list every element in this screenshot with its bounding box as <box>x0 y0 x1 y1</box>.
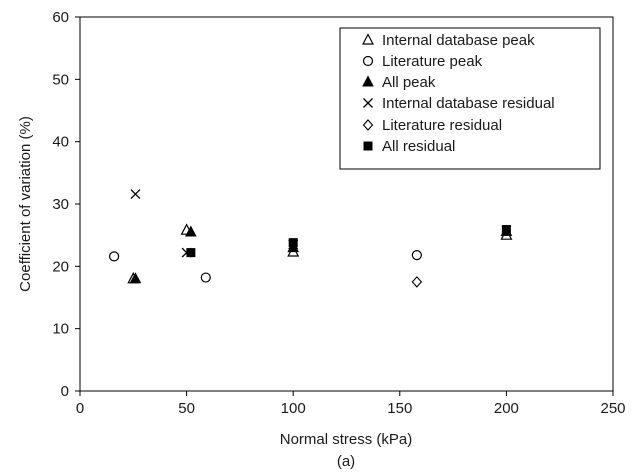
x-axis-title: Normal stress (kPa) <box>280 431 413 448</box>
legend-box <box>339 27 601 170</box>
x-tick-label: 100 <box>281 400 306 417</box>
legend-marker-all-residual <box>363 141 373 151</box>
data-point-internal-database-residual <box>130 189 141 199</box>
legend-marker-internal-database-residual <box>363 98 373 108</box>
legend-marker-literature-residual <box>362 119 374 131</box>
y-tick-label: 40 <box>52 134 69 151</box>
legend-markers <box>362 33 374 151</box>
x-tick-label: 200 <box>494 400 519 417</box>
data-point-literature-peak <box>411 250 422 261</box>
figure-caption: (a) <box>337 453 355 470</box>
data-point-all-peak <box>129 272 142 284</box>
legend-label-internal-database-peak: Internal database peak <box>382 32 535 49</box>
legend-marker-literature-peak <box>362 55 374 67</box>
y-tick-label: 20 <box>52 258 69 275</box>
data-point-all-residual <box>186 248 196 258</box>
y-tick-label: 60 <box>52 9 69 26</box>
legend-label-literature-residual: Literature residual <box>382 117 502 134</box>
data-point-all-residual <box>288 238 298 248</box>
data-point-literature-residual <box>411 276 423 288</box>
y-tick-label: 10 <box>52 321 69 338</box>
legend-marker-internal-database-peak <box>362 33 374 45</box>
x-tick-label: 150 <box>387 400 412 417</box>
legend-label-all-peak: All peak <box>382 74 436 91</box>
y-tick-label: 30 <box>52 196 69 213</box>
legend-label-internal-database-residual: Internal database residual <box>382 95 555 112</box>
y-axis-title: Coefficient of variation (%) <box>17 116 34 292</box>
data-points <box>109 189 513 288</box>
data-point-literature-peak <box>200 272 211 283</box>
y-tick-label: 50 <box>52 71 69 88</box>
legend-label-literature-peak: Literature peak <box>382 53 483 70</box>
y-tick-label: 0 <box>61 383 69 400</box>
x-tick-label: 0 <box>76 400 84 417</box>
axis-ticks <box>75 16 614 396</box>
data-point-all-peak <box>185 225 197 237</box>
data-point-all-residual <box>501 225 511 235</box>
tick-labels: 0 50 100 150 200 250 0 10 20 30 40 50 60 <box>52 9 625 417</box>
legend-marker-all-peak <box>362 75 374 87</box>
x-tick-label: 50 <box>178 400 195 417</box>
legend-label-all-residual: All residual <box>382 138 455 155</box>
x-tick-label: 250 <box>600 400 625 417</box>
data-point-literature-peak <box>109 251 120 262</box>
legend: Internal database peak Literature peak A… <box>339 27 601 170</box>
